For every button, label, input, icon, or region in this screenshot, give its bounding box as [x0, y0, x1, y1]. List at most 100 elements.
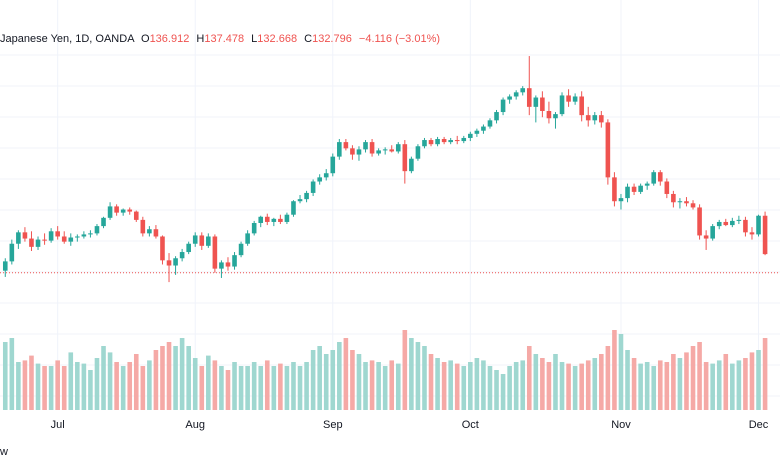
legend-high-value: 137.478 — [204, 33, 245, 45]
candle-body — [173, 258, 178, 266]
volume-bar — [297, 366, 303, 410]
candle-body — [147, 229, 152, 234]
candle-body — [369, 142, 375, 154]
candle-body — [749, 232, 755, 235]
candle-body — [638, 185, 643, 192]
candle-body — [330, 156, 336, 174]
volume-bar — [644, 362, 650, 410]
volume-bar — [454, 363, 460, 410]
volume-bar — [323, 354, 329, 410]
candle-body — [441, 139, 447, 143]
volume-bar — [710, 363, 715, 410]
volume-bar — [382, 366, 388, 410]
candle-body — [55, 231, 60, 237]
x-tick-label: Nov — [611, 419, 631, 431]
candle-body — [343, 142, 349, 149]
chart-legend: Japanese Yen, 1D, OANDA O136.912 H137.47… — [0, 33, 440, 45]
candle-body — [520, 88, 526, 93]
volume-bar — [638, 363, 643, 410]
candle-body — [376, 150, 381, 154]
candle-body — [468, 133, 473, 138]
candle-body — [710, 226, 715, 239]
candle-body — [310, 181, 316, 193]
volume-bar — [350, 350, 355, 410]
volume-bar — [461, 366, 467, 410]
candle-body — [35, 239, 41, 247]
volume-bar — [684, 352, 689, 410]
volume-bar — [415, 342, 421, 410]
candle-body — [192, 235, 198, 244]
volume-bar — [120, 366, 126, 410]
volume-bar — [625, 350, 630, 410]
volume-bar — [101, 346, 106, 410]
candle-body — [553, 114, 558, 119]
candle-body — [585, 115, 591, 121]
volume-bar — [29, 355, 34, 410]
volume-bar — [487, 366, 493, 410]
volume-bar — [553, 354, 558, 410]
volume-bar — [147, 360, 152, 410]
volume-bar — [605, 346, 611, 410]
candle-body — [245, 233, 250, 244]
volume-bar — [409, 338, 414, 410]
candle-body — [304, 192, 309, 200]
volume-bar — [310, 350, 316, 410]
volume-bar — [468, 362, 473, 410]
candle-body — [264, 216, 270, 222]
volume-bar — [435, 358, 440, 410]
candle-body — [120, 209, 126, 213]
candle-body — [278, 218, 283, 222]
volume-bar — [743, 358, 748, 410]
candle-body — [592, 115, 598, 121]
volume-bar — [192, 358, 198, 410]
volume-bar — [481, 360, 486, 410]
candle-body — [2, 261, 8, 271]
legend-symbol: Japanese Yen, 1D, OANDA — [0, 33, 134, 45]
candle-body — [703, 235, 709, 239]
volume-bar — [369, 360, 375, 410]
candle-body — [94, 226, 100, 234]
candle-body — [579, 96, 584, 116]
candle-body — [81, 234, 87, 237]
candle-body — [494, 112, 499, 121]
volume-bar — [657, 360, 663, 410]
volume-bar — [22, 360, 28, 410]
candle-body — [402, 144, 408, 172]
footer-text: w — [0, 446, 8, 458]
volume-bar — [68, 352, 74, 410]
volume-bar — [566, 363, 571, 410]
volume-bar — [304, 362, 309, 410]
candle-body — [723, 221, 729, 226]
candle-body — [716, 221, 722, 227]
volume-bar — [61, 366, 67, 410]
candle-body — [219, 262, 224, 269]
candle-body — [507, 96, 512, 100]
candle-body — [500, 99, 506, 113]
candle-body — [664, 181, 670, 194]
volume-bar — [55, 360, 60, 410]
candle-body — [140, 219, 146, 234]
volume-bar — [730, 363, 735, 410]
candle-body — [631, 186, 637, 192]
candle-body — [671, 193, 676, 203]
volume-bar — [317, 346, 322, 410]
volume-bar — [127, 362, 133, 410]
volume-bar — [651, 366, 657, 410]
volume-bar — [291, 362, 296, 410]
volume-bar — [677, 358, 683, 410]
volume-bar — [585, 360, 591, 410]
volume-bar — [48, 366, 54, 410]
candle-body — [317, 177, 322, 182]
volume-bar — [225, 370, 231, 410]
volume-bar — [42, 366, 47, 410]
candle-body — [107, 206, 113, 218]
candle-body — [160, 236, 165, 261]
volume-bar — [500, 374, 506, 410]
legend-low-label: L — [251, 33, 258, 45]
candle-body — [29, 238, 34, 247]
candle-body — [323, 173, 329, 178]
candle-body — [232, 255, 237, 267]
x-tick-label: Dec — [749, 419, 769, 431]
